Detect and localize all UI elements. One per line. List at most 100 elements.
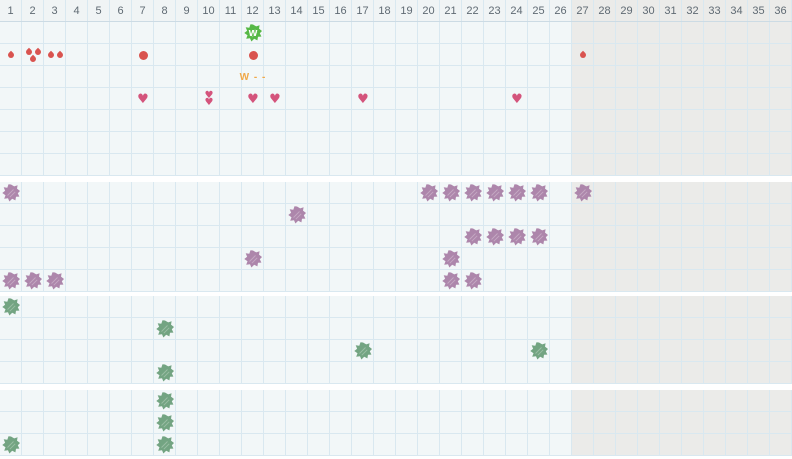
splat-shape — [156, 436, 174, 454]
splat-purple-icon[interactable] — [528, 226, 550, 248]
w-badge-icon[interactable]: w — [242, 22, 264, 44]
splat-purple-icon[interactable] — [506, 226, 528, 248]
heart-icon[interactable]: ♥ — [264, 88, 286, 110]
section-green-events-a[interactable] — [0, 296, 792, 384]
splat-shape — [464, 228, 482, 246]
dot-icon[interactable] — [242, 44, 264, 66]
splat-purple-icon[interactable] — [462, 270, 484, 292]
splat-purple-icon[interactable] — [484, 182, 506, 204]
splat-green-icon[interactable] — [0, 296, 22, 318]
heart-icon[interactable]: ♥ — [242, 88, 264, 110]
day-label: 35 — [748, 0, 770, 21]
day-label: 6 — [110, 0, 132, 21]
day-label: 13 — [264, 0, 286, 21]
splat-purple-icon[interactable] — [462, 226, 484, 248]
day-label: 21 — [440, 0, 462, 21]
day-label: 3 — [44, 0, 66, 21]
note-icon[interactable]: W - - — [239, 66, 267, 88]
day-label: 7 — [132, 0, 154, 21]
day-label: 1 — [0, 0, 22, 21]
section-green-events-b[interactable] — [0, 390, 792, 456]
splat-purple-icon[interactable] — [528, 182, 550, 204]
splat-green-icon[interactable] — [154, 362, 176, 384]
splat-shape — [486, 184, 504, 202]
droplets-2-icon[interactable] — [44, 44, 66, 66]
day-label: 19 — [396, 0, 418, 21]
day-label: 10 — [198, 0, 220, 21]
note-text: W - - — [239, 71, 267, 83]
heart-glyph: ♥ — [247, 91, 259, 107]
droplet-group — [24, 47, 42, 63]
splat-shape — [156, 320, 174, 338]
splat-shape — [464, 272, 482, 290]
droplet-shape — [6, 50, 16, 60]
heart-icon[interactable]: ♥ — [352, 88, 374, 110]
day-label: 17 — [352, 0, 374, 21]
splat-purple-icon[interactable] — [462, 182, 484, 204]
splat-green-icon[interactable] — [154, 412, 176, 434]
heart-glyph: ♥ — [511, 91, 523, 107]
day-label: 22 — [462, 0, 484, 21]
splat-shape — [530, 342, 548, 360]
day-label: 12 — [242, 0, 264, 21]
splat-purple-icon[interactable] — [22, 270, 44, 292]
heart-icon[interactable]: ♥ — [132, 88, 154, 110]
splat-purple-icon[interactable] — [0, 270, 22, 292]
splat-shape — [486, 228, 504, 246]
droplet-icon[interactable] — [0, 44, 22, 66]
day-label: 4 — [66, 0, 88, 21]
splat-shape — [24, 272, 42, 290]
splat-shape — [442, 250, 460, 268]
splat-shape — [2, 184, 21, 202]
splat-shape — [508, 228, 526, 246]
splat-green-icon[interactable] — [0, 434, 22, 456]
splat-green-icon[interactable] — [154, 390, 176, 412]
dot-icon[interactable] — [132, 44, 154, 66]
splat-purple-icon[interactable] — [506, 182, 528, 204]
splat-purple-icon[interactable] — [440, 248, 462, 270]
day-label: 11 — [220, 0, 242, 21]
day-label: 14 — [286, 0, 308, 21]
day-label: 5 — [88, 0, 110, 21]
heart-group: ♥ ♥ — [204, 89, 214, 108]
splat-shape — [530, 228, 548, 246]
splat-shape — [530, 184, 548, 202]
splat-purple-icon[interactable] — [440, 270, 462, 292]
splat-purple-icon[interactable] — [440, 182, 462, 204]
day-label: 24 — [506, 0, 528, 21]
droplet-icon[interactable] — [572, 44, 594, 66]
day-label: 20 — [418, 0, 440, 21]
day-label: 18 — [374, 0, 396, 21]
dot-shape — [138, 50, 148, 60]
splat-purple-icon[interactable] — [44, 270, 66, 292]
heart-glyph: ♥ — [357, 91, 369, 107]
splat-green-icon[interactable] — [528, 340, 550, 362]
day-label: 23 — [484, 0, 506, 21]
heart-icon[interactable]: ♥ — [506, 88, 528, 110]
section-purple-events[interactable] — [0, 182, 792, 292]
droplet-shape — [578, 50, 588, 60]
splat-purple-icon[interactable] — [572, 182, 594, 204]
day-label: 31 — [660, 0, 682, 21]
splat-purple-icon[interactable] — [286, 204, 308, 226]
splat-green-icon[interactable] — [154, 434, 176, 456]
splat-shape — [288, 206, 306, 224]
splat-purple-icon[interactable] — [242, 248, 264, 270]
splat-purple-icon[interactable] — [418, 182, 440, 204]
hearts-2-icon[interactable]: ♥ ♥ — [198, 88, 220, 110]
splat-shape — [156, 414, 174, 432]
droplets-3-icon[interactable] — [22, 44, 44, 66]
splat-shape — [2, 436, 21, 454]
splat-shape — [156, 364, 174, 382]
day-label: 9 — [176, 0, 198, 21]
splat-purple-icon[interactable] — [484, 226, 506, 248]
day-label: 33 — [704, 0, 726, 21]
splat-green-icon[interactable] — [154, 318, 176, 340]
day-label: 15 — [308, 0, 330, 21]
splat-shape — [156, 392, 174, 410]
splat-purple-icon[interactable] — [0, 182, 22, 204]
splat-green-icon[interactable] — [352, 340, 374, 362]
day-label: 29 — [616, 0, 638, 21]
